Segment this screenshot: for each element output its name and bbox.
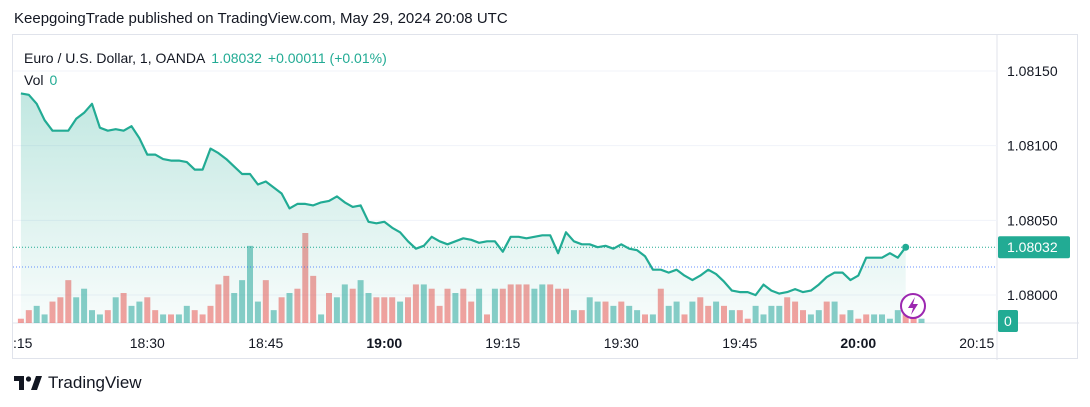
y-tick-label: 1.08100	[1007, 138, 1058, 154]
last-price-point	[902, 243, 910, 251]
x-tick-label: 18:30	[130, 335, 165, 351]
volume-tag-label: 0	[1004, 313, 1012, 329]
volume-tag	[998, 310, 1018, 332]
x-tick-label: :15	[13, 335, 33, 351]
y-tick-label: 1.08150	[1007, 63, 1058, 79]
tradingview-logo-icon	[14, 376, 42, 390]
x-tick-label: 19:30	[604, 335, 639, 351]
chart-frame[interactable]: 1.08150 1.08100 1.08050 1.08000 :15 18:30 18:4…	[12, 34, 1079, 360]
x-tick-label: 18:45	[248, 335, 283, 351]
y-tick-label: 1.08050	[1007, 212, 1058, 228]
last-price-tag	[998, 236, 1070, 259]
volume-bar	[918, 318, 925, 323]
chart-legend: Euro / U.S. Dollar, 1, OANDA 1.08032 +0.00…	[24, 47, 387, 91]
lightning-icon[interactable]	[900, 293, 926, 319]
last-price: 1.08032	[211, 50, 262, 66]
last-price-tag-label: 1.08032	[1007, 239, 1058, 255]
publisher-line: KeepgoingTrade published on TradingView.…	[14, 10, 508, 27]
price-change: +0.00011 (+0.01%)	[267, 50, 387, 66]
price-line	[20, 92, 907, 297]
price-area	[20, 93, 906, 324]
tradingview-logo[interactable]: TradingView	[14, 373, 142, 393]
x-tick-label: 20:15	[959, 335, 994, 351]
symbol-label[interactable]: Euro / U.S. Dollar, 1, OANDA	[24, 50, 206, 66]
volume-value: 0	[49, 72, 58, 88]
y-tick-label: 1.08000	[1007, 287, 1058, 303]
x-tick-label: 19:00	[366, 335, 402, 351]
x-tick-label: 19:45	[722, 335, 757, 351]
volume-bar	[17, 318, 24, 323]
x-tick-label: 20:00	[840, 335, 876, 351]
price-chart[interactable]: 1.08150 1.08100 1.08050 1.08000 :15 18:30 18:4…	[13, 35, 1079, 360]
volume-label[interactable]: Vol	[24, 72, 44, 88]
brand-name: TradingView	[48, 373, 142, 392]
x-tick-label: 19:15	[485, 335, 520, 351]
